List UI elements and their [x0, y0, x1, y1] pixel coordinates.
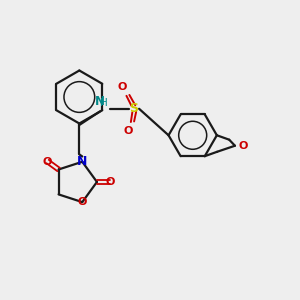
Text: O: O	[43, 157, 52, 166]
Text: N: N	[95, 95, 105, 108]
Text: H: H	[100, 98, 108, 108]
Text: O: O	[238, 141, 248, 151]
Text: N: N	[77, 155, 88, 168]
Text: O: O	[106, 177, 115, 187]
Text: O: O	[123, 126, 133, 136]
Text: O: O	[78, 197, 87, 207]
Text: S: S	[129, 102, 138, 115]
Text: O: O	[117, 82, 127, 92]
